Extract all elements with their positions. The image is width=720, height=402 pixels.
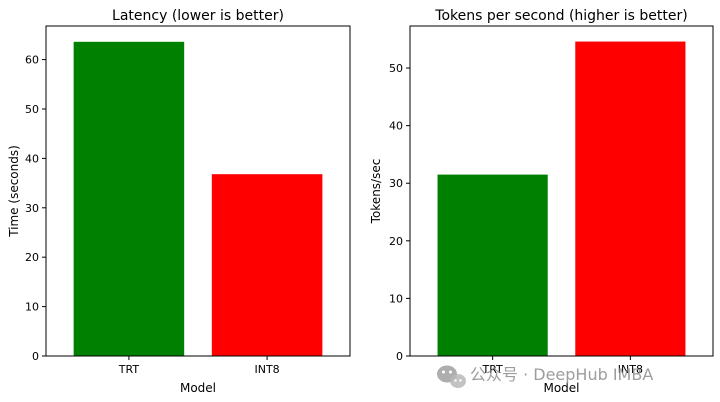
throughput-y-tick-label: 40	[389, 120, 403, 133]
latency-plot-frame	[45, 25, 351, 357]
latency-bar-trt	[73, 41, 185, 357]
throughput-y-axis-label: Tokens/sec	[369, 159, 383, 225]
latency-axes: TRT INT8 0 10 20 30 40 50 60	[25, 25, 351, 376]
watermark-text: 公众号 · DeepHub IMBA	[470, 365, 653, 384]
latency-y-tick-label: 40	[25, 152, 39, 165]
throughput-y-tick-label: 50	[389, 62, 403, 75]
latency-x-tick-label: TRT	[118, 363, 140, 376]
throughput-bar-trt	[437, 174, 548, 356]
latency-y-tick-label: 0	[32, 350, 39, 363]
latency-chart-title: Latency (lower is better)	[112, 8, 284, 24]
throughput-axes: TRT INT8 0 10 20 30 40 50	[389, 25, 714, 376]
latency-y-tick-label: 20	[25, 251, 39, 264]
throughput-y-tick-label: 10	[389, 292, 403, 305]
latency-x-tick-label: INT8	[254, 363, 279, 376]
throughput-plot-frame	[409, 25, 714, 357]
latency-y-axis-label: Time (seconds)	[7, 145, 21, 238]
latency-y-tick-label: 30	[25, 202, 39, 215]
throughput-chart: Tokens per second (higher is better) Tok…	[369, 8, 714, 395]
latency-y-tick-label: 10	[25, 301, 39, 314]
throughput-bar-int8	[575, 41, 686, 357]
latency-chart: Latency (lower is better) Time (seconds)…	[7, 8, 351, 395]
throughput-chart-title: Tokens per second (higher is better)	[434, 8, 687, 24]
latency-x-axis-label: Model	[180, 381, 216, 395]
latency-y-tick-label: 50	[25, 103, 39, 116]
watermark: 公众号 · DeepHub IMBA	[437, 365, 653, 388]
latency-y-tick-label: 60	[25, 54, 39, 67]
throughput-bars	[437, 41, 686, 357]
throughput-x-tick-label: INT8	[618, 363, 643, 376]
latency-bars	[73, 41, 323, 357]
throughput-x-tick-label: TRT	[481, 363, 503, 376]
throughput-x-axis-label: Model	[543, 381, 579, 395]
throughput-y-tick-label: 20	[389, 235, 403, 248]
wechat-icon	[437, 365, 466, 388]
throughput-y-tick-label: 30	[389, 177, 403, 190]
throughput-y-tick-label: 0	[396, 350, 403, 363]
latency-bar-int8	[211, 174, 323, 356]
